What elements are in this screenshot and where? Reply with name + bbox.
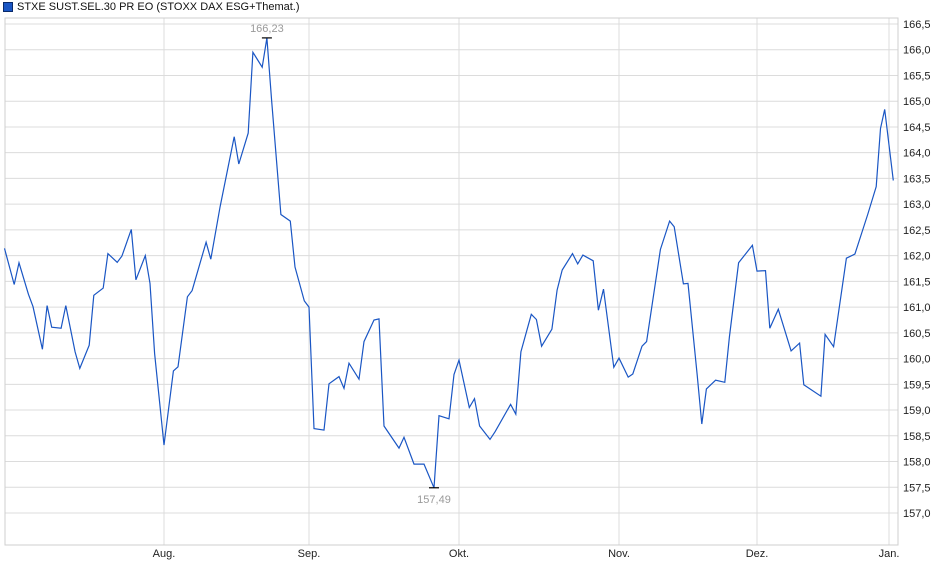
y-tick-label: 164,0 (903, 148, 931, 160)
y-tick-label: 162,5 (903, 225, 931, 237)
y-tick-label: 164,5 (903, 122, 931, 134)
y-tick-label: 161,0 (903, 302, 931, 314)
legend-swatch (3, 2, 13, 12)
legend: STXE SUST.SEL.30 PR EO (STOXX DAX ESG+Th… (3, 0, 300, 14)
y-tick-label: 158,0 (903, 457, 931, 469)
y-tick-label: 162,0 (903, 251, 931, 263)
y-tick-label: 159,0 (903, 405, 931, 417)
x-tick-label: Sep. (298, 548, 321, 560)
y-tick-label: 158,5 (903, 431, 931, 443)
x-tick-label: Dez. (746, 548, 769, 560)
y-tick-label: 157,5 (903, 482, 931, 494)
legend-label: STXE SUST.SEL.30 PR EO (STOXX DAX ESG+Th… (17, 1, 300, 13)
x-tick-label: Nov. (608, 548, 630, 560)
y-tick-label: 165,5 (903, 70, 931, 82)
max-label: 166,23 (250, 23, 284, 35)
annotations: 166,23 157,49 (250, 23, 451, 506)
x-tick-label: Okt. (449, 548, 469, 560)
grid (5, 18, 898, 545)
y-tick-label: 161,5 (903, 276, 931, 288)
y-tick-label: 166,0 (903, 45, 931, 57)
x-axis: Aug. Sep. Okt. Nov. Dez. Jan. (153, 548, 900, 560)
y-tick-label: 163,0 (903, 199, 931, 211)
y-tick-label: 160,5 (903, 328, 931, 340)
y-tick-label: 159,5 (903, 379, 931, 391)
y-tick-label: 157,0 (903, 508, 931, 520)
min-label: 157,49 (417, 494, 451, 506)
series-line (3, 37, 894, 489)
plot-frame (4, 17, 899, 546)
y-tick-label: 166,5 (903, 19, 931, 31)
y-tick-label: 160,0 (903, 354, 931, 366)
y-tick-label: 163,5 (903, 173, 931, 185)
x-tick-label: Jan. (879, 548, 900, 560)
y-tick-label: 165,0 (903, 96, 931, 108)
x-tick-label: Aug. (153, 548, 176, 560)
y-axis: 157,0 157,5 158,0 158,5 159,0 159,5 160,0 160,5… (903, 19, 931, 520)
